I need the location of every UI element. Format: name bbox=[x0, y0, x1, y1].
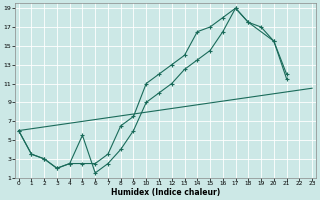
X-axis label: Humidex (Indice chaleur): Humidex (Indice chaleur) bbox=[111, 188, 220, 197]
